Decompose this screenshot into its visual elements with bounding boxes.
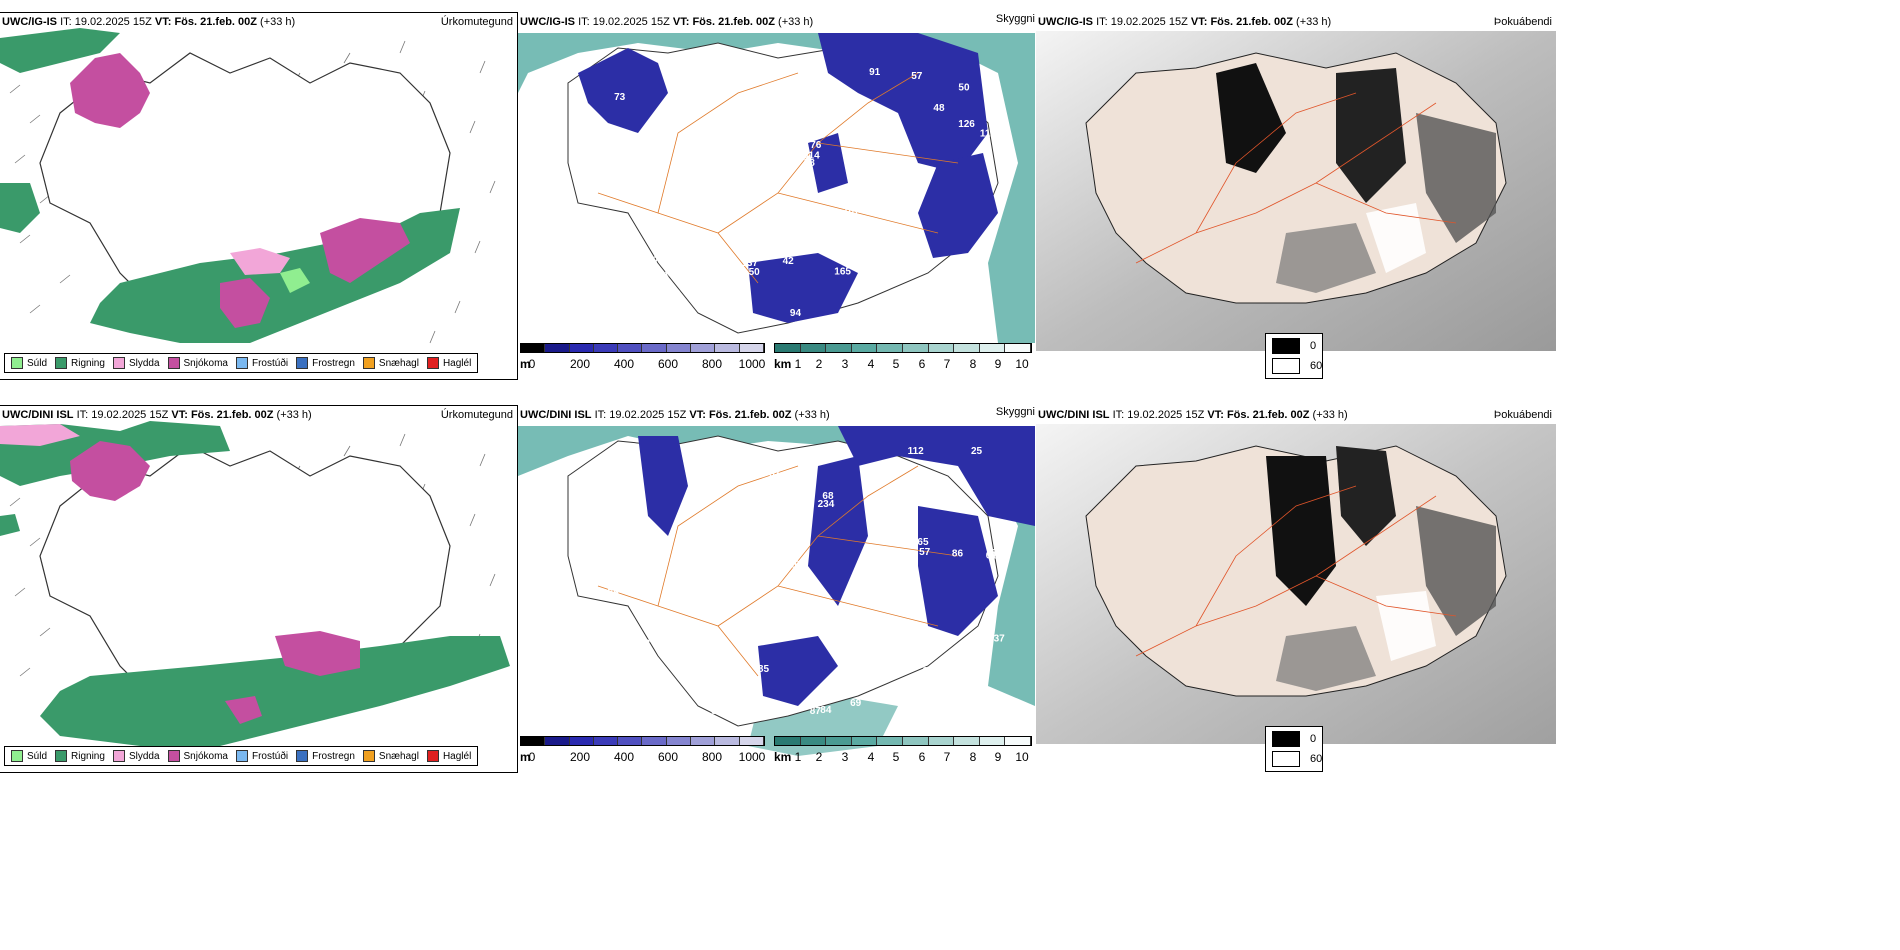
- visibility-map-bottom: [518, 426, 1035, 756]
- visibility-colorbar: km 1 2 3 4 5 6 7 8 9 10: [774, 343, 1032, 375]
- visibility-panel-bottom: UWC/DINI ISL IT: 19.02.2025 15Z VT: Fös.…: [518, 406, 1035, 772]
- lowcloud-nw: [578, 48, 668, 133]
- lowcloud-ne: [808, 456, 868, 606]
- rain-areas: [40, 636, 510, 746]
- lowcloud-n: [818, 33, 988, 173]
- visibility-colorbar: km 1 2 3 4 5 6 7 8 9 10: [774, 736, 1032, 768]
- panel-title: UWC/DINI ISL IT: 19.02.2025 15Z VT: Fös.…: [520, 409, 830, 421]
- fog-white-se: [1376, 591, 1436, 661]
- field-name: Úrkomutegund: [440, 16, 513, 28]
- legend-item-graupel: Snæhagl: [362, 357, 419, 369]
- legend-item-sleet: Slydda: [112, 357, 160, 369]
- legend-item-freezing-drizzle: Frostúði: [235, 357, 288, 369]
- fog-dark-ne: [1336, 68, 1406, 203]
- precip-map-top: [0, 28, 496, 344]
- fog-panel-top: UWC/IG-IS IT: 19.02.2025 15Z VT: Fös. 21…: [1036, 13, 1556, 379]
- snow-area-s: [220, 278, 270, 328]
- sleet-patch-nw: [0, 424, 80, 446]
- legend-item-hail: Haglél: [426, 357, 471, 369]
- fog-dark-n: [1266, 456, 1336, 606]
- legend-item-sleet: Slydda: [112, 750, 160, 762]
- field-name: Þokuábendi: [1493, 409, 1552, 421]
- precip-type-panel-top: UWC/IG-IS IT: 19.02.2025 15Z VT: Fös. 21…: [0, 12, 518, 380]
- fog-grey-e: [1416, 113, 1496, 243]
- legend-item-rain: Rigning: [55, 357, 105, 369]
- snow-area-se: [320, 218, 410, 283]
- visibility-map-top: [518, 33, 1035, 343]
- snow-area-se: [275, 631, 360, 676]
- lowcloud-e: [918, 153, 998, 258]
- road-network: [597, 465, 959, 677]
- precip-map-bottom: [0, 421, 510, 746]
- panel-title: UWC/IG-IS IT: 19.02.2025 15Z VT: Fös. 21…: [1038, 16, 1332, 28]
- legend-item-hail: Haglél: [426, 750, 471, 762]
- lowcloud-n: [838, 426, 1035, 526]
- legend-item-drizzle: Súld: [11, 357, 47, 369]
- snow-area-nw: [70, 441, 150, 501]
- panel-title: UWC/DINI ISL IT: 19.02.2025 15Z VT: Fös.…: [2, 409, 312, 421]
- cloud-base-colorbar: m 0 200 400 600 800 1000: [520, 736, 765, 768]
- panel-title: UWC/IG-IS IT: 19.02.2025 15Z VT: Fös. 21…: [2, 16, 296, 28]
- fog-white-se: [1366, 203, 1426, 273]
- lowcloud-c: [808, 133, 848, 193]
- fog-grey-s: [1276, 223, 1376, 293]
- fog-map-bottom: [1036, 424, 1556, 744]
- field-name: Skyggni: [995, 406, 1035, 418]
- legend-item-freezing-rain: Frostregn: [296, 357, 355, 369]
- sleet-area: [230, 248, 290, 275]
- panel-title: UWC/IG-IS IT: 19.02.2025 15Z VT: Fös. 21…: [520, 16, 814, 28]
- fog-dark-n: [1216, 63, 1286, 173]
- legend-item-drizzle: Súld: [11, 750, 47, 762]
- panel-title: UWC/DINI ISL IT: 19.02.2025 15Z VT: Fös.…: [1038, 409, 1348, 421]
- legend-item-snow: Snjókoma: [167, 357, 228, 369]
- legend-item-rain: Rigning: [55, 750, 105, 762]
- visibility-panel-top: UWC/IG-IS IT: 19.02.2025 15Z VT: Fös. 21…: [518, 13, 1035, 379]
- field-name: Þokuábendi: [1493, 16, 1552, 28]
- snow-area-s: [225, 696, 262, 724]
- cloud-base-colorbar: m 0 200 400 600 800 1000: [520, 343, 765, 375]
- snow-area-nw: [70, 53, 150, 128]
- rain-patch-nw: [0, 28, 120, 73]
- fog-legend-bottom: 0 60: [1265, 726, 1323, 772]
- rain-patch-w: [0, 514, 20, 536]
- precip-type-panel-bottom: UWC/DINI ISL IT: 19.02.2025 15Z VT: Fös.…: [0, 405, 518, 773]
- roads: [1135, 92, 1457, 264]
- fog-legend-top: 0 60: [1265, 333, 1323, 379]
- fog-grey-s: [1276, 626, 1376, 691]
- legend-item-freezing-drizzle: Frostúði: [235, 750, 288, 762]
- field-name: Skyggni: [995, 13, 1035, 25]
- fog-dark-ne: [1336, 446, 1396, 546]
- legend-item-snow: Snjókoma: [167, 750, 228, 762]
- lowcloud-s: [758, 636, 838, 706]
- rain-patch-w: [0, 183, 40, 233]
- sea-visibility: [518, 33, 1035, 343]
- field-name: Úrkomutegund: [440, 409, 513, 421]
- fog-grey-e: [1416, 506, 1496, 636]
- lowcloud-e: [918, 506, 998, 636]
- legend-item-freezing-rain: Frostregn: [296, 750, 355, 762]
- drizzle-area: [280, 268, 310, 293]
- precip-legend: Súld Rigning Slydda Snjókoma Frostúði Fr…: [4, 746, 479, 766]
- lowcloud-s: [748, 253, 858, 323]
- lowcloud-nw: [638, 436, 688, 536]
- road-network: [597, 72, 959, 284]
- fog-panel-bottom: UWC/DINI ISL IT: 19.02.2025 15Z VT: Fös.…: [1036, 406, 1556, 772]
- precip-legend: Súld Rigning Slydda Snjókoma Frostúði Fr…: [4, 353, 479, 373]
- fog-map-top: [1036, 31, 1556, 351]
- roads: [1135, 485, 1457, 657]
- legend-item-graupel: Snæhagl: [362, 750, 419, 762]
